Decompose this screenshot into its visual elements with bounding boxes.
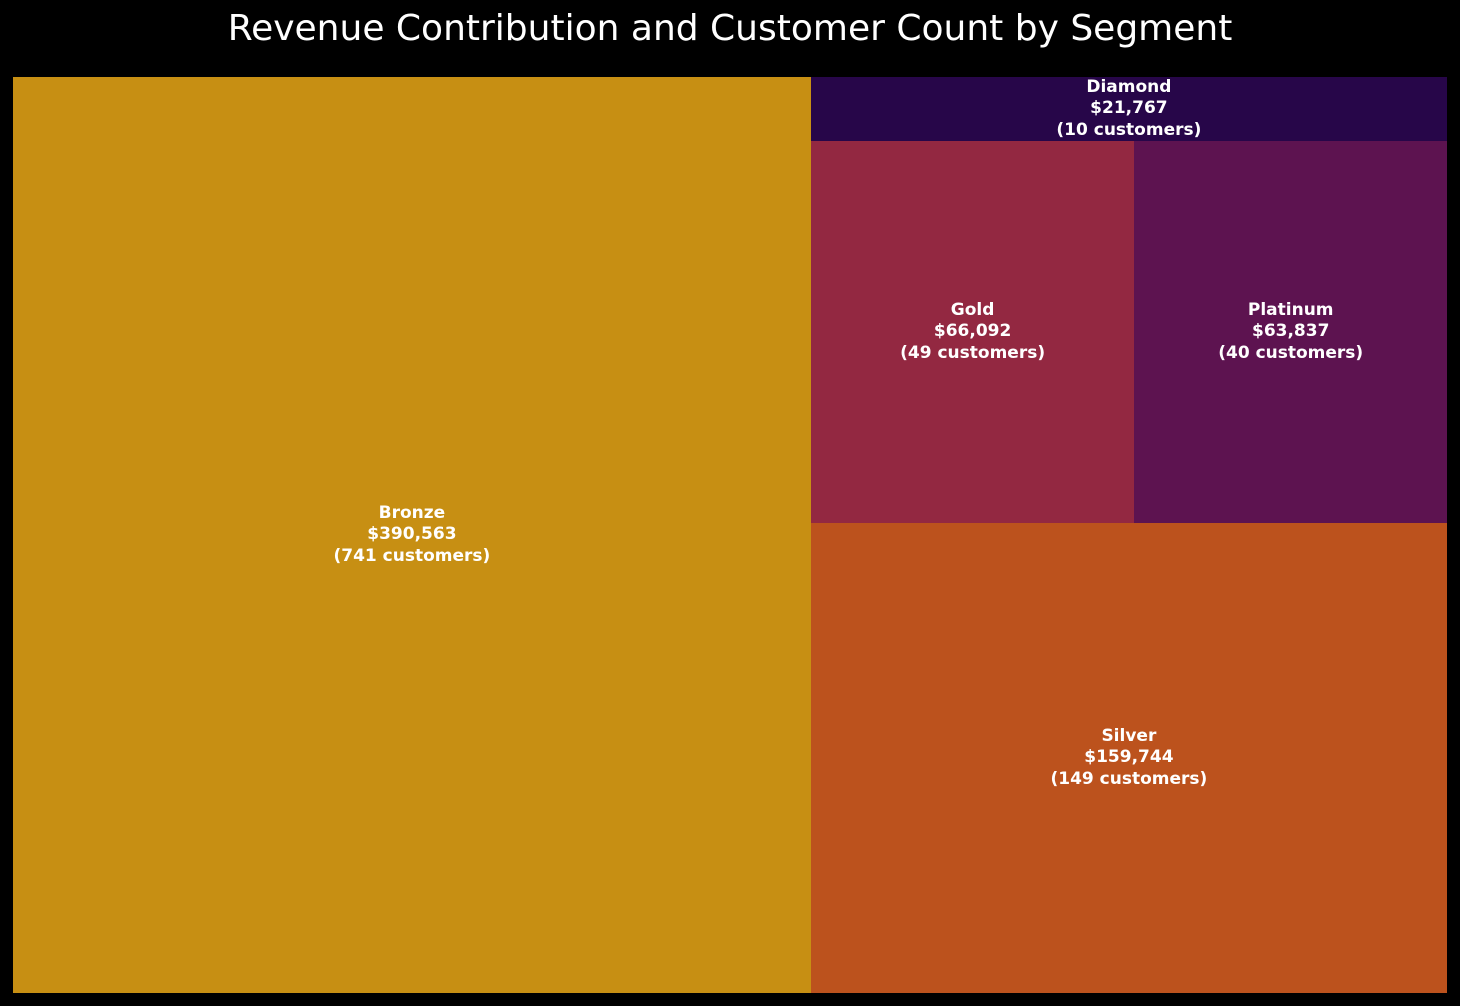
tile-platinum: Platinum $63,837 (40 customers) (1134, 141, 1447, 524)
tile-label-diamond: Diamond $21,767 (10 customers) (811, 77, 1447, 142)
segment-revenue: $63,837 (1251, 321, 1330, 342)
segment-revenue: $21,767 (1090, 98, 1168, 119)
segment-name: Bronze (378, 502, 446, 523)
segment-revenue: $390,563 (367, 524, 457, 545)
segment-customers: (10 customers) (1056, 119, 1202, 140)
tile-bronze: Bronze $390,563 (741 customers) (13, 77, 811, 993)
segment-revenue: $159,744 (1084, 747, 1174, 768)
segment-customers: (741 customers) (333, 545, 491, 566)
treemap: Bronze $390,563 (741 customers) Diamond $21,… (13, 77, 1447, 993)
tile-label-bronze: Bronze $390,563 (741 customers) (13, 503, 811, 568)
segment-name: Gold (950, 299, 995, 320)
segment-customers: (40 customers) (1218, 342, 1364, 363)
segment-revenue: $66,092 (933, 321, 1012, 342)
segment-customers: (149 customers) (1050, 768, 1208, 789)
tile-label-gold: Gold $66,092 (49 customers) (811, 300, 1135, 365)
segment-name: Diamond (1086, 76, 1172, 97)
tile-gold: Gold $66,092 (49 customers) (810, 141, 1135, 524)
tile-label-platinum: Platinum $63,837 (40 customers) (1134, 300, 1447, 365)
tile-label-silver: Silver $159,744 (149 customers) (811, 726, 1447, 791)
segment-customers: (49 customers) (900, 342, 1046, 363)
chart-title: Revenue Contribution and Customer Count … (227, 8, 1233, 49)
tile-silver: Silver $159,744 (149 customers) (810, 523, 1447, 993)
segment-name: Silver (1101, 725, 1157, 746)
segment-name: Platinum (1247, 299, 1334, 320)
tile-diamond: Diamond $21,767 (10 customers) (810, 77, 1447, 142)
